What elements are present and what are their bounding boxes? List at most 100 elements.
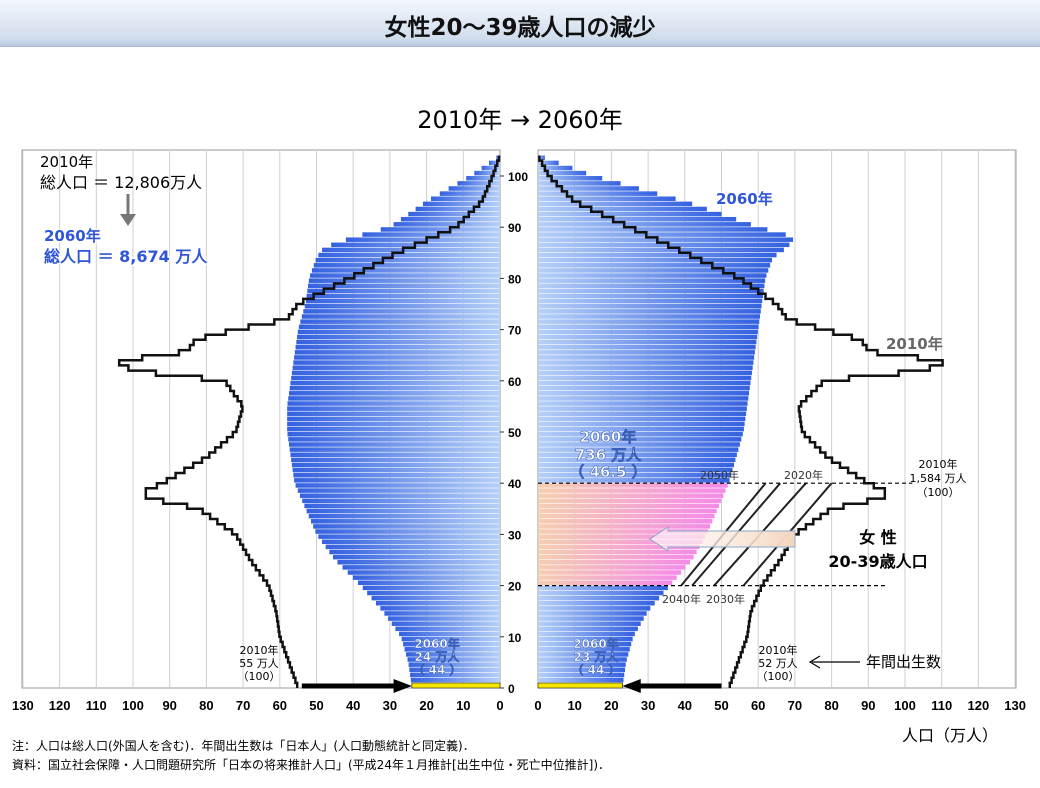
bar-2060-female — [538, 616, 644, 621]
bar-2060-female — [538, 298, 763, 304]
male-birth-2010-year: 2010年 — [240, 643, 279, 657]
bar-2060-female — [538, 391, 750, 396]
bar-2060-female — [538, 201, 693, 207]
x-tick-label-left: 40 — [346, 698, 360, 713]
bar-2060-male — [448, 186, 500, 191]
bar-2060-female — [538, 380, 751, 386]
bar-2060-male — [308, 278, 500, 283]
births-label: 年間出生数 — [866, 653, 941, 671]
label-2030: 2030年 — [706, 592, 745, 606]
bar-2060-male — [295, 483, 500, 488]
bar-2060-female — [538, 560, 690, 565]
bar-2060-male — [303, 309, 500, 314]
bar-2060-male — [347, 570, 500, 575]
bar-2060-female — [538, 350, 755, 355]
y-tick-label: 40 — [508, 477, 522, 491]
bar-2060-female — [538, 421, 745, 427]
female-2060-index: （ 46.5 ） — [569, 463, 646, 481]
bar-2060-male — [409, 667, 500, 673]
female-birth-2010-count: 52 万人 — [758, 657, 798, 670]
bar-2060-male — [439, 191, 500, 196]
y-tick-label: 70 — [508, 324, 522, 338]
bar-2060-male — [322, 247, 500, 253]
bar-2060-male — [294, 350, 500, 355]
female-birth-2060-count: 23 万人 — [574, 649, 620, 664]
bar-2060-female — [538, 621, 641, 626]
x-tick-label-left: 10 — [456, 698, 470, 713]
bar-2060-male — [371, 595, 500, 601]
bar-2060-male — [466, 176, 500, 181]
bar-2060-female — [538, 309, 761, 314]
bar-2060-male — [415, 206, 500, 212]
bar-2060-female — [538, 600, 655, 606]
x-tick-label-left: 50 — [309, 698, 323, 713]
line-2010-male — [117, 155, 501, 688]
x-tick-label-left: 70 — [236, 698, 250, 713]
female-2010-year: 2010年 — [919, 457, 958, 471]
footnote-1: 注：人口は総人口(外国人を含む)．年間出生数は「日本人」(人口動態統計と同定義)… — [12, 739, 475, 753]
bar-2060-female — [538, 165, 573, 171]
title-bar: 女性20〜39歳人口の減少 — [0, 0, 1040, 47]
births-pointer-head — [808, 655, 821, 669]
bar-2060-male — [406, 652, 500, 657]
bar-2060-female — [538, 585, 668, 591]
y-tick-label: 10 — [508, 631, 522, 645]
bar-2060-male — [295, 344, 500, 350]
bar-2060-male — [291, 375, 500, 381]
bar-2060-female — [538, 529, 708, 534]
birth-arrow-female-head — [622, 679, 641, 693]
bar-2060-female — [538, 677, 624, 683]
bar-2060-female — [538, 493, 724, 498]
x-tick-label-left: 60 — [273, 698, 287, 713]
y-tick-label: 90 — [508, 221, 522, 235]
down-arrow-head — [120, 214, 136, 226]
bar-2060-female — [538, 257, 772, 263]
bar-2060-male — [408, 211, 500, 217]
bar-2060-male — [291, 370, 500, 376]
bar-2060-male — [306, 508, 500, 514]
bar-2060-male — [322, 539, 500, 545]
bar-2060-male — [399, 631, 500, 637]
bar-2060-female — [538, 570, 682, 575]
bar-2060-female — [538, 519, 713, 524]
bar-2060-male — [288, 437, 500, 442]
bar-2060-male — [290, 380, 500, 386]
y-tick-label: 50 — [508, 426, 522, 440]
y-tick-label: 60 — [508, 375, 522, 389]
bar-2060-female — [538, 534, 706, 539]
label-2060: 2060年 — [716, 190, 773, 208]
bar-2060-female — [538, 478, 730, 483]
x-tick-label-left: 0 — [496, 698, 503, 713]
bar-2060-male — [481, 165, 500, 171]
x-tick-label-right: 80 — [824, 698, 838, 713]
bar-2060-male — [287, 426, 500, 432]
bar-2060-female — [538, 503, 719, 509]
bar-2060-male — [342, 565, 500, 570]
shift-arrow — [649, 526, 796, 552]
bar-2060-female — [538, 498, 722, 504]
bar-2060-female — [538, 565, 686, 570]
total-2010-year: 2010年 — [40, 153, 93, 171]
label-2040: 2040年 — [662, 592, 701, 606]
bar-2060-female — [538, 626, 638, 632]
bar-2060-male — [292, 467, 500, 473]
bar-2060-male — [315, 257, 500, 263]
bar-2060-male — [296, 339, 500, 345]
bar-2060-female — [538, 242, 790, 248]
bar-2060-female — [538, 170, 587, 176]
bar-2060-female — [538, 155, 545, 161]
bar-2060-female — [538, 370, 752, 376]
bar-2060-male — [422, 201, 500, 207]
bar-2060-male — [329, 549, 500, 555]
bar-2060-female — [538, 442, 740, 447]
bar-2060-female — [538, 278, 766, 283]
birth-bar-2060-female — [537, 682, 623, 689]
bar-2060-male — [294, 355, 500, 360]
bar-2060-male — [287, 401, 500, 406]
bar-2060-female — [538, 293, 763, 299]
total-2060-year: 2060年 — [44, 227, 101, 245]
female-group-label-2: 20-39歳人口 — [828, 552, 927, 571]
bar-2060-male — [375, 600, 500, 606]
bar-2060-female — [538, 411, 747, 417]
bar-2060-male — [287, 421, 500, 427]
